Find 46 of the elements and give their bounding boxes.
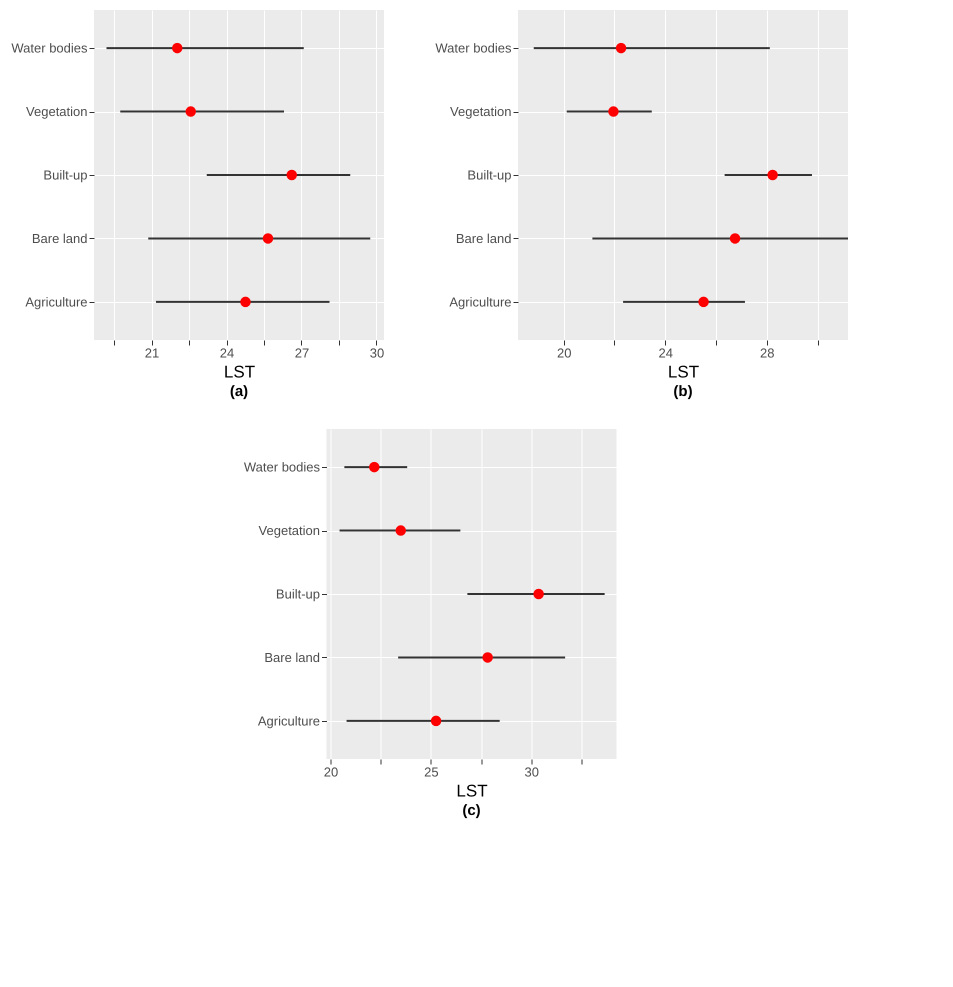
y-tick-label: Water bodies (11, 40, 88, 56)
x-tick-label: 20 (324, 764, 338, 780)
x-axis-title: LST (668, 362, 700, 382)
y-tick-label: Vegetation (258, 523, 320, 538)
y-tick-label: Water bodies (244, 460, 320, 475)
point (240, 296, 251, 308)
y-tick-label: Bare land (32, 230, 88, 246)
x-tick-label: 30 (524, 764, 539, 780)
x-tick-label: 30 (370, 346, 384, 360)
x-axis-title: LST (224, 362, 256, 382)
y-tick-label: Agriculture (258, 713, 320, 728)
y-tick-label: Vegetation (450, 104, 512, 120)
point (396, 525, 406, 536)
point (730, 233, 740, 244)
y-tick-label: Built-up (43, 168, 88, 182)
point (482, 652, 493, 663)
y-tick-label: Agriculture (25, 294, 88, 310)
y-tick-label: Bare land (456, 230, 512, 246)
text: (c) (462, 802, 481, 819)
x-tick-label: 28 (760, 346, 775, 360)
point (608, 106, 619, 117)
point (172, 42, 182, 54)
x-tick-label: 21 (144, 346, 160, 360)
y-tick-label: Built-up (276, 586, 320, 602)
point (186, 106, 196, 117)
x-tick-label: 25 (424, 764, 439, 780)
point (262, 233, 274, 244)
x-tick-label: 20 (556, 346, 572, 360)
point (533, 588, 544, 600)
y-tick-label: Agriculture (449, 294, 512, 310)
text: (b) (673, 383, 693, 400)
x-tick-label: 24 (220, 346, 234, 360)
point (698, 296, 709, 308)
x-tick-label: 27 (294, 346, 310, 360)
y-tick-label: Vegetation (26, 104, 88, 120)
point (767, 170, 778, 180)
x-axis-title: LST (456, 782, 488, 800)
text: (a) (230, 383, 248, 400)
y-tick-label: Water bodies (435, 40, 512, 56)
y-tick-label: Bare land (264, 650, 320, 665)
point (286, 170, 297, 180)
point (430, 716, 442, 726)
point (616, 42, 626, 54)
y-tick-label: Built-up (467, 168, 512, 182)
point (369, 462, 380, 472)
x-tick-label: 24 (658, 346, 673, 360)
